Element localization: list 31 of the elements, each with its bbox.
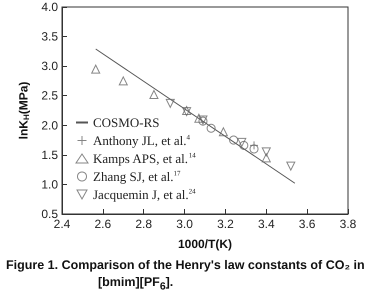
point <box>286 162 296 171</box>
point <box>118 76 128 86</box>
y-tick-label: 4.0 <box>41 0 58 14</box>
x-tick-label: 3.6 <box>298 217 316 231</box>
point <box>166 98 175 108</box>
x-tick-label: 3.0 <box>176 217 194 231</box>
point <box>149 90 158 100</box>
y-tick-label: 3.0 <box>41 59 58 74</box>
point <box>229 136 238 145</box>
y-tick-label: 2.0 <box>41 118 58 132</box>
point <box>262 147 271 156</box>
point <box>218 127 228 136</box>
legend-label: COSMO-RS <box>93 115 160 130</box>
text: Figure 1. Comparison of the Henry's law constants of CO₂ in [bmim][PF$_{6}$]. <box>6 257 366 294</box>
y-tick-label: 1.5 <box>41 148 58 162</box>
y-tick-label: 1.0 <box>41 177 58 192</box>
x-tick-label: 2.8 <box>135 217 152 231</box>
x-axis-title: 1000/T(K) <box>178 237 232 251</box>
point <box>250 144 259 154</box>
x-tick-label: 2.6 <box>94 217 112 231</box>
x-tick-label: 3.2 <box>217 217 234 231</box>
x-tick-label: 3.8 <box>340 217 357 231</box>
point <box>262 153 271 162</box>
point <box>91 64 100 74</box>
x-tick-label: 3.4 <box>258 217 275 231</box>
point <box>206 124 216 133</box>
point <box>237 138 246 147</box>
y-axis-title: lnKH(MPa) <box>16 82 31 140</box>
y-tick-label: 3.5 <box>41 30 58 44</box>
y-tick-label: 2.5 <box>41 88 58 103</box>
point <box>194 114 204 123</box>
